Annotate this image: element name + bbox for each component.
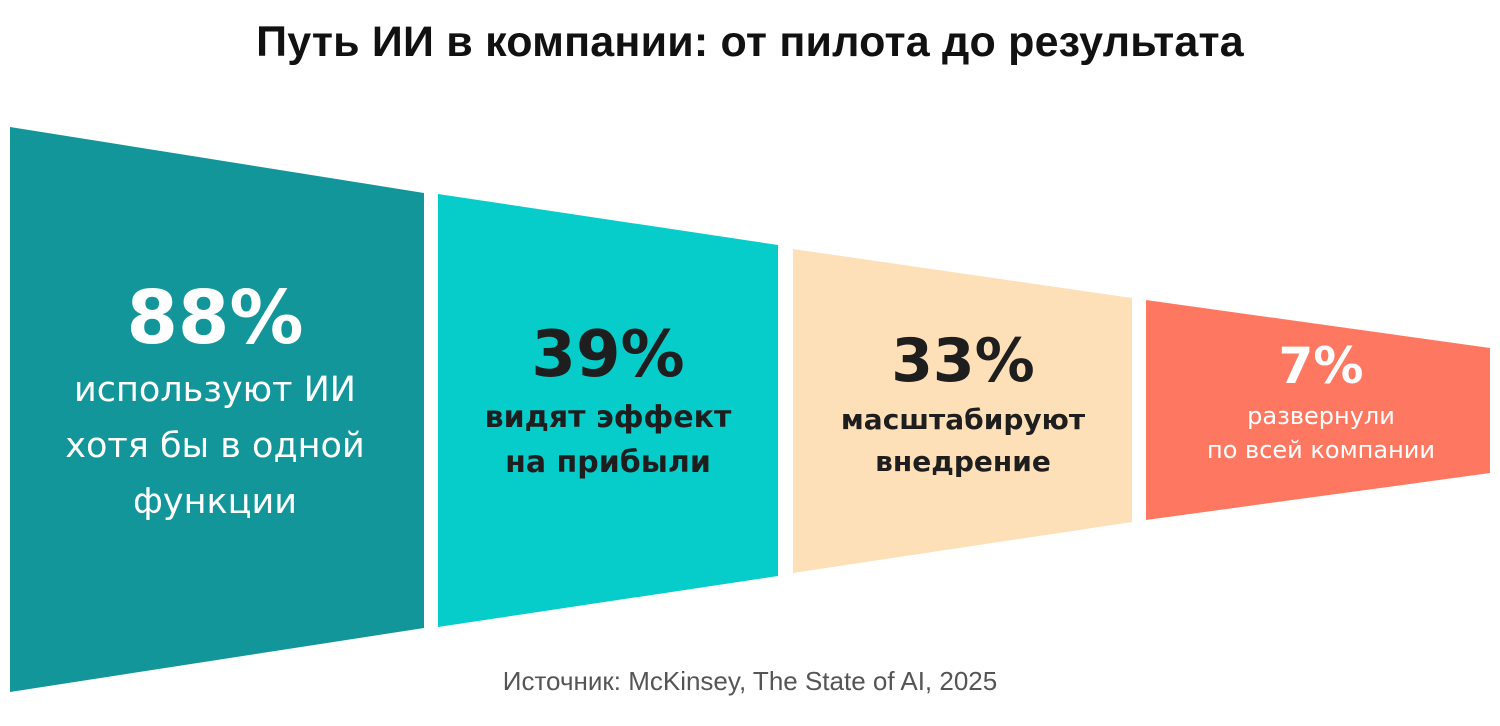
stage-desc-3-line2: внедрение bbox=[875, 445, 1051, 478]
stage-value-4: 7% bbox=[1278, 337, 1364, 395]
funnel-segment-4 bbox=[1146, 300, 1490, 520]
stage-desc-1-line2: хотя бы в одной bbox=[65, 425, 365, 466]
stage-desc-4-line1: развернули bbox=[1247, 401, 1395, 430]
funnel-segment-2 bbox=[438, 194, 778, 627]
stage-desc-4-line2: по всей компании bbox=[1207, 436, 1435, 465]
stage-label-1: 88% используют ИИ хотя бы в одной функци… bbox=[40, 275, 390, 530]
source-caption: Источник: McKinsey, The State of AI, 202… bbox=[502, 666, 998, 696]
funnel-segment-1 bbox=[10, 127, 424, 692]
funnel-segment-3 bbox=[793, 249, 1132, 573]
page-title: Путь ИИ в компании: от пилота до результ… bbox=[256, 18, 1244, 66]
stage-desc-2-line2: на прибыли bbox=[505, 445, 711, 481]
stage-value-1: 88% bbox=[126, 275, 304, 361]
stage-desc-2-line1: видят эффект bbox=[484, 400, 732, 436]
stage-label-2: 39% видят эффект на прибыли bbox=[438, 318, 778, 485]
stage-value-2: 39% bbox=[531, 318, 685, 392]
stage-label-4: 7% развернули по всей компании bbox=[1146, 340, 1496, 468]
stage-desc-1-line3: функции bbox=[133, 481, 297, 522]
stage-desc-1-line1: используют ИИ bbox=[74, 369, 356, 410]
stage-value-3: 33% bbox=[891, 326, 1035, 396]
stage-desc-3-line1: масштабируют bbox=[840, 403, 1086, 436]
stage-label-3: 33% масштабируют внедрение bbox=[793, 330, 1133, 483]
